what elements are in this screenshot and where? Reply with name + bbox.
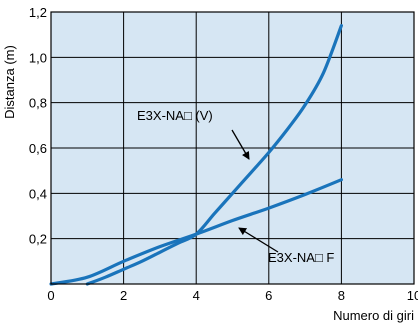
y-tick-label: 0,6 (29, 141, 47, 156)
x-tick-label: 8 (338, 288, 345, 303)
series-line-f (49, 178, 343, 286)
plot-frame (50, 11, 415, 285)
y-tick-label: 0,2 (29, 232, 47, 247)
x-tick-label: 2 (120, 288, 127, 303)
x-axis-label: Numero di giri (333, 308, 414, 323)
y-tick-label: 0,4 (29, 186, 47, 201)
x-tick-label: 0 (47, 288, 54, 303)
annotations: E3X-NA□ (V) E3X-NA□ F (137, 108, 334, 265)
annotation-label: E3X-NA□ (V) (137, 108, 213, 123)
annotation-arrow (238, 227, 279, 253)
y-tick-label: 1,0 (29, 50, 47, 65)
y-tick-label: 1,2 (29, 5, 47, 20)
series-lines (49, 24, 343, 286)
y-axis-label: Distanza (m) (2, 45, 17, 119)
y-tick-labels: 0,2 0,4 0,6 0,8 1,0 1,2 (29, 5, 47, 247)
series-line-v (85, 24, 343, 286)
y-tick-label: 0,8 (29, 96, 47, 111)
annotation-arrow (231, 129, 250, 160)
annotation-label: E3X-NA□ F (268, 250, 334, 265)
x-tick-labels: 0 2 4 6 8 10 (47, 288, 418, 303)
x-tick-label: 4 (193, 288, 200, 303)
x-tick-label: 6 (265, 288, 272, 303)
x-tick-label: 10 (407, 288, 418, 303)
